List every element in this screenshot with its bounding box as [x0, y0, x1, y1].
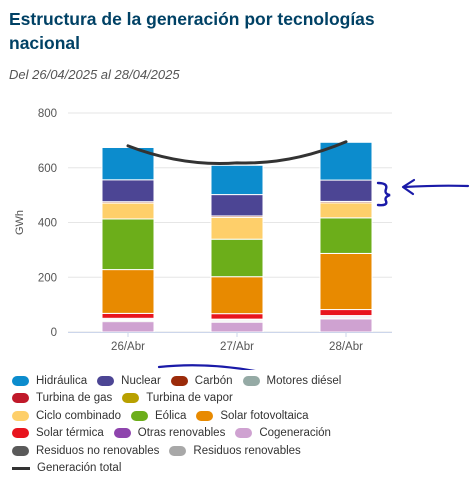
stacked-bar-chart: 0 200 400 600 800 GWh 26/Abr 27/Abr 28/Abr [14, 108, 470, 370]
legend-item[interactable]: Residuos renovables [169, 444, 301, 457]
legend-item[interactable]: Solar térmica [12, 427, 104, 439]
bar-segment [210, 238, 264, 278]
total-line-layer [126, 140, 348, 165]
legend-swatch [242, 375, 260, 386]
legend-label: Carbón [194, 374, 233, 387]
y-tick-label: 200 [38, 272, 57, 284]
legend-label: Otras renovables [137, 427, 226, 440]
legend-swatch [12, 393, 29, 404]
annotation-arrow-head [401, 178, 416, 196]
y-axis-title: GWh [14, 210, 26, 235]
y-tick-label: 600 [38, 163, 57, 175]
bar-segment [319, 318, 373, 333]
bar-segment [319, 217, 373, 254]
annotation-layer [157, 178, 470, 370]
legend-item[interactable]: Otras renovables [113, 427, 226, 440]
legend-item[interactable]: Residuos no renovables [12, 445, 159, 457]
bar-segment [210, 216, 264, 240]
legend-row: Generación total [12, 460, 462, 478]
legend-item[interactable]: Turbina de gas [12, 392, 112, 404]
legend-label: Residuos no renovables [36, 444, 160, 457]
legend-row: Turbina de gas Turbina de vapor [12, 390, 462, 408]
bar-segment [101, 202, 155, 220]
bar-segment [101, 312, 155, 319]
legend-swatch [122, 393, 140, 404]
bar-segment [210, 321, 264, 333]
bar-segment [319, 202, 373, 219]
bar-segment [210, 194, 264, 217]
legend-swatch [12, 445, 29, 456]
chart-legend: Hidráulica Nuclear Carbón Motores diésel Tur… [12, 372, 462, 477]
legend-row: Hidráulica Nuclear Carbón Motores diésel [12, 372, 462, 390]
legend-row: Residuos no renovables Residuos renovable… [12, 442, 462, 460]
legend-label: Ciclo combinado [36, 409, 122, 422]
bar-segment [210, 164, 264, 196]
bar-segment [319, 179, 373, 202]
legend-label: Generación total [37, 462, 122, 475]
legend-label: Solar térmica [36, 427, 104, 440]
bar-segment [101, 218, 155, 271]
y-tick-label: 400 [38, 218, 57, 230]
bar-segment [210, 276, 264, 315]
bar-segment [101, 321, 155, 333]
legend-label: Motores diésel [266, 374, 342, 387]
legend-label: Cogeneración [259, 427, 331, 440]
legend-item[interactable]: Solar fotovoltaica [196, 409, 309, 422]
legend-label: Nuclear [121, 374, 161, 387]
legend-label: Turbina de gas [36, 392, 113, 405]
legend-swatch [235, 428, 253, 439]
legend-swatch [170, 375, 188, 386]
bar-segment [319, 309, 373, 317]
annotation-underline [157, 364, 256, 370]
legend-swatch [196, 410, 214, 421]
legend-item[interactable]: Nuclear [97, 375, 161, 387]
y-tick-label: 0 [51, 327, 57, 339]
legend-swatch [97, 375, 115, 386]
legend-item[interactable]: Generación total [12, 462, 121, 474]
bar-segment [101, 269, 155, 314]
bar-segment [101, 179, 155, 203]
x-tick-label: 26/Abr [111, 341, 145, 353]
x-tick-label: 27/Abr [220, 341, 254, 353]
legend-item[interactable]: Motores diésel [242, 374, 342, 387]
legend-item[interactable]: Hidráulica [12, 375, 87, 387]
annotation-bracket [376, 181, 391, 207]
legend-swatch [131, 410, 149, 421]
legend-label: Hidráulica [36, 374, 88, 387]
axis-layer: 0 200 400 600 800 GWh 26/Abr 27/Abr 28/Abr [14, 108, 392, 353]
legend-label: Eólica [155, 409, 187, 422]
chart-title: Estructura de la generación por tecnolog… [9, 9, 375, 53]
legend-item[interactable]: Ciclo combinado [12, 410, 121, 422]
legend-label: Turbina de vapor [146, 392, 233, 405]
legend-label: Residuos renovables [193, 444, 301, 457]
total-generation-line [126, 140, 348, 165]
legend-line-swatch [12, 466, 30, 470]
annotation-arrow-shaft [402, 184, 470, 189]
x-tick-label: 28/Abr [329, 341, 363, 353]
legend-row: Ciclo combinado Eólica Solar fotovoltaica [12, 407, 462, 425]
legend-item[interactable]: Carbón [170, 374, 233, 387]
bar-segment [210, 313, 264, 320]
legend-swatch [12, 428, 29, 439]
legend-item[interactable]: Eólica [131, 410, 186, 422]
y-tick-label: 800 [38, 108, 57, 120]
legend-item[interactable]: Cogeneración [235, 427, 331, 439]
bars-layer [101, 141, 373, 333]
chart-subtitle: Del 26/04/2025 al 28/04/2025 [9, 67, 180, 82]
legend-row: Solar térmica Otras renovables Cogeneració… [12, 425, 462, 443]
legend-swatch [169, 445, 187, 456]
bar-segment [319, 252, 373, 311]
legend-label: Solar fotovoltaica [220, 409, 309, 422]
legend-item[interactable]: Turbina de vapor [122, 392, 233, 404]
legend-swatch [12, 375, 29, 386]
legend-swatch [12, 410, 29, 421]
legend-swatch [113, 428, 131, 439]
